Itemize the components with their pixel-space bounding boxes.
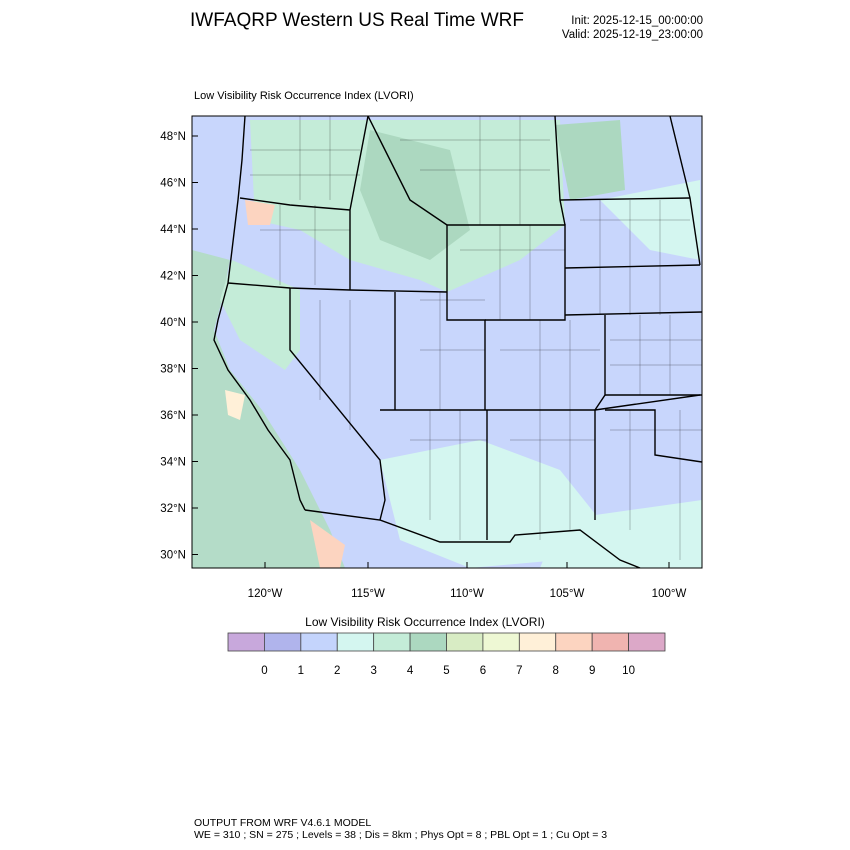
plot-title: IWFAQRP Western US Real Time WRF	[190, 10, 524, 31]
colorbar-title: Low Visibility Risk Occurrence Index (LV…	[305, 615, 545, 629]
lat-tick-label: 38°N	[160, 364, 186, 376]
lon-tick-label: 120°W	[248, 588, 283, 600]
lat-tick-label: 40°N	[160, 317, 186, 329]
lat-tick-label: 36°N	[160, 410, 186, 422]
idaho-montana-border	[367, 116, 448, 226]
lon-tick-label: 115°W	[351, 588, 385, 600]
idaho-mountains	[360, 130, 470, 260]
colorbar-label: 3	[370, 665, 376, 677]
colorbar-swatch	[336, 632, 375, 652]
footer-config: WE = 310 ; SN = 275 ; Levels = 38 ; Dis …	[194, 829, 608, 841]
california-hotspot	[225, 390, 245, 420]
ca-nv-border	[289, 288, 386, 521]
southwest-cyan	[380, 440, 600, 568]
colorbar-swatch	[555, 632, 593, 652]
longitude-axis: 120°W 115°W 110°W 105°W 100°W	[248, 562, 687, 600]
lat-42-border	[227, 282, 448, 293]
colorbar-swatch	[482, 632, 520, 652]
mn-border	[669, 116, 701, 266]
colorbar-swatch	[227, 632, 265, 652]
nd-sd-border	[559, 197, 691, 201]
lat-tick-label: 44°N	[160, 224, 186, 236]
texas-cyan	[540, 500, 702, 568]
state-borders	[213, 116, 702, 568]
north-dakota-green	[555, 120, 625, 200]
footer-model: OUTPUT FROM WRF V4.6.1 MODEL	[194, 817, 372, 829]
colorbar-label: 0	[261, 665, 267, 677]
colorbar-swatch	[591, 632, 629, 652]
colorbar-swatch	[446, 632, 484, 652]
colorbar-label: 8	[553, 665, 559, 677]
time-info: Init: 2025-12-15_00:00:00 Valid: 2025-12…	[562, 14, 703, 42]
baja-hotspot	[310, 520, 345, 568]
lat-tick-label: 46°N	[160, 178, 186, 190]
oregon-hotspot	[245, 200, 275, 225]
colorbar-label: 9	[589, 665, 595, 677]
wyoming-border	[447, 224, 566, 321]
idaho-west-border	[349, 116, 369, 290]
mexico-border	[304, 509, 641, 568]
init-time: Init: 2025-12-15_00:00:00	[571, 15, 703, 27]
map-field	[192, 116, 702, 568]
colorbar-label: 1	[298, 665, 304, 677]
lon-tick-label: 100°W	[652, 588, 687, 600]
colorbar-label: 2	[334, 665, 340, 677]
lat-tick-label: 34°N	[160, 457, 186, 469]
lat-tick-label: 30°N	[160, 550, 186, 562]
valid-time: Valid: 2025-12-19_23:00:00	[561, 29, 703, 41]
map-frame	[191, 115, 703, 569]
lon-tick-label: 105°W	[550, 588, 585, 600]
ne-ks-border	[564, 311, 702, 316]
colorbar-label: 10	[622, 665, 635, 677]
colorbar: 0 1 2 3 4 5 6 7 8 9 10	[227, 632, 666, 677]
colorbar-label: 5	[443, 665, 449, 677]
coastline	[213, 116, 306, 511]
sd-ne-border	[564, 264, 701, 269]
colorbar-swatch	[300, 632, 338, 652]
co-ks-nm-tx-border	[594, 315, 606, 520]
lat-tick-label: 32°N	[160, 503, 186, 515]
colorbar-swatch	[409, 632, 447, 652]
colorbar-swatch	[628, 632, 666, 652]
wa-or-border	[239, 197, 351, 211]
latitude-axis: 48°N 46°N 44°N 42°N 40°N 38°N 36°N 34°N 32°N 30°N	[160, 131, 198, 562]
colorbar-label: 4	[407, 665, 414, 677]
colorbar-label: 6	[480, 665, 486, 677]
footer: OUTPUT FROM WRF V4.6.1 MODEL WE = 310 ; …	[194, 817, 607, 841]
lon-tick-label: 110°W	[450, 588, 484, 600]
map-subtitle: Low Visibility Risk Occurrence Index (LV…	[194, 90, 414, 102]
colorbar-swatch	[373, 632, 411, 652]
lat-tick-label: 48°N	[160, 131, 186, 143]
colorbar-swatch	[518, 632, 557, 652]
colorbar-swatch	[264, 632, 302, 652]
ocean-region	[192, 250, 345, 568]
county-lines	[250, 116, 702, 560]
colorbar-label: 7	[516, 665, 522, 677]
lat-tick-label: 42°N	[160, 271, 186, 283]
wyoming-utah-border	[446, 225, 486, 410]
